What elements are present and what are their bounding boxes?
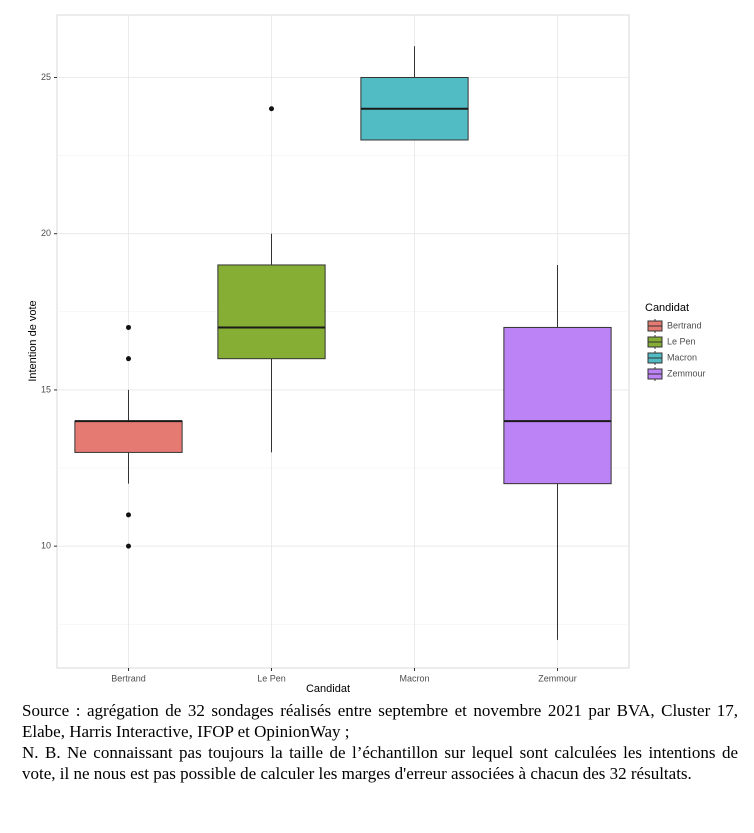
box	[217, 264, 326, 360]
chart: Candidat Intention de vote Candidat 10 15…	[27, 14, 706, 695]
y-axis-label: Intention de vote	[27, 300, 39, 381]
outlier	[126, 512, 131, 518]
legend-title: Candidat	[645, 302, 689, 314]
x-tick-label: Bertrand	[111, 673, 146, 683]
x-axis-label: Candidat	[306, 683, 350, 695]
caption: Source : agrégation de 32 sondages réali…	[22, 700, 738, 784]
legend-label: Macron	[667, 352, 697, 362]
note-text: N. B. Ne connaissant pas toujours la tai…	[22, 743, 738, 783]
box	[74, 420, 183, 453]
outlier	[126, 324, 131, 330]
x-tick-label: Zemmour	[538, 673, 577, 683]
outlier	[126, 356, 131, 362]
x-tick-label: Le Pen	[257, 673, 286, 683]
y-tick-label: 20	[41, 228, 51, 238]
legend-label: Le Pen	[667, 336, 696, 346]
legend-label: Zemmour	[667, 368, 706, 378]
outlier	[269, 106, 274, 112]
y-tick-label: 15	[41, 384, 51, 394]
x-tick-label: Macron	[399, 673, 429, 683]
legend-label: Bertrand	[667, 320, 702, 330]
outlier	[126, 543, 131, 549]
source-text: Source : agrégation de 32 sondages réali…	[22, 701, 738, 741]
y-tick-label: 10	[41, 541, 51, 551]
y-tick-label: 25	[41, 72, 51, 82]
box	[503, 326, 612, 485]
